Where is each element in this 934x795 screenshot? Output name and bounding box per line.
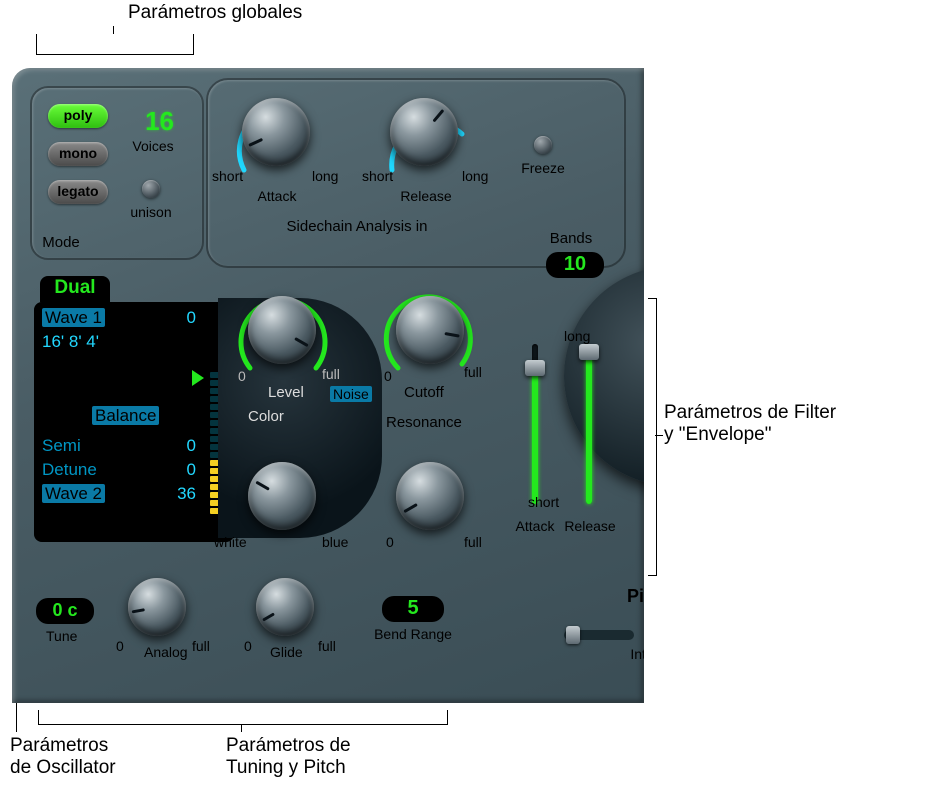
resonance-knob[interactable] — [396, 462, 464, 530]
detune-value[interactable]: 0 — [187, 460, 196, 480]
env-attack-label: Attack — [510, 518, 560, 534]
osc-mode-value[interactable]: Dual — [40, 276, 110, 302]
sidechain-title: Sidechain Analysis in — [262, 218, 452, 235]
bend-label: Bend Range — [370, 626, 456, 642]
color-min: white — [214, 534, 247, 550]
synth-panel: poly mono legato 16 Voices unison Mode s… — [12, 68, 644, 703]
level-max: full — [322, 366, 340, 382]
release-max: long — [462, 168, 488, 184]
attack-knob[interactable] — [242, 98, 310, 166]
wave1-value[interactable]: 0 — [187, 308, 196, 328]
analog-knob[interactable] — [128, 578, 186, 636]
release-slider[interactable] — [578, 344, 600, 504]
level-min: 0 — [238, 368, 246, 384]
color-knob[interactable] — [248, 462, 316, 530]
cutoff-max: full — [464, 364, 482, 380]
unison-label: unison — [124, 204, 178, 220]
mono-button[interactable]: mono — [48, 142, 108, 166]
balance-label[interactable]: Balance — [92, 406, 159, 425]
resonance-min: 0 — [386, 534, 394, 550]
bracket-tuning-stem — [241, 724, 243, 732]
voices-value[interactable]: 16 — [122, 106, 174, 137]
glide-max: full — [318, 638, 336, 654]
resonance-label: Resonance — [386, 414, 462, 431]
poly-button[interactable]: poly — [48, 104, 108, 128]
level-label: Level — [268, 384, 304, 401]
unison-button[interactable] — [142, 180, 160, 198]
detune-label[interactable]: Detune — [42, 460, 97, 479]
color-label: Color — [248, 408, 284, 425]
annotation-global: Parámetros globales — [128, 2, 302, 24]
analog-max: full — [192, 638, 210, 654]
annotation-tuning: Parámetros de Tuning y Pitch — [226, 735, 351, 779]
level-knob[interactable] — [248, 296, 316, 364]
annotation-oscillator: Parámetros de Oscillator — [10, 735, 116, 779]
footage[interactable]: 16' 8' 4' — [42, 332, 99, 351]
glide-knob[interactable] — [256, 578, 314, 636]
legato-button[interactable]: legato — [48, 180, 108, 204]
attack-max: long — [312, 168, 338, 184]
voices-label: Voices — [128, 138, 178, 154]
annotation-filter: Parámetros de Filter y "Envelope" — [664, 402, 836, 446]
pi-label: Pi — [627, 586, 644, 607]
glide-label: Glide — [270, 644, 303, 660]
cutoff-knob[interactable] — [396, 296, 464, 364]
semi-value[interactable]: 0 — [187, 436, 196, 456]
env-short-label: short — [528, 494, 559, 510]
attack-label: Attack — [248, 188, 306, 204]
wave1-label[interactable]: Wave 1 — [42, 308, 105, 327]
wave2-value[interactable]: 36 — [177, 484, 196, 504]
tune-value[interactable]: 0 c — [36, 598, 94, 624]
right-knob-edge — [564, 266, 644, 486]
release-min: short — [362, 168, 393, 184]
bracket-filter — [648, 298, 657, 576]
noise-label[interactable]: Noise — [330, 386, 372, 402]
bracket-tuning — [38, 710, 448, 725]
int-slider[interactable] — [564, 630, 634, 640]
cutoff-min: 0 — [384, 368, 392, 384]
bend-value[interactable]: 5 — [382, 596, 444, 622]
resonance-max: full — [464, 534, 482, 550]
bracket-filter-stem — [655, 435, 663, 437]
freeze-button[interactable] — [534, 136, 552, 154]
release-label: Release — [396, 188, 456, 204]
wave2-label[interactable]: Wave 2 — [42, 484, 105, 503]
int-label: Int — [630, 646, 644, 662]
env-release-label: Release — [562, 518, 618, 534]
bands-value[interactable]: 10 — [546, 252, 604, 278]
bands-label: Bands — [546, 230, 596, 247]
attack-min: short — [212, 168, 243, 184]
glide-min: 0 — [244, 638, 252, 654]
right-edge-controls: Pi Int — [574, 586, 644, 666]
oscillator-lcd[interactable]: Wave 1 0 16' 8' 4' Balance Semi 0 Detune… — [34, 302, 234, 542]
bracket-global-stem — [113, 26, 115, 34]
freeze-label: Freeze — [516, 160, 570, 176]
tune-label: Tune — [46, 628, 77, 644]
color-max: blue — [322, 534, 348, 550]
mode-label: Mode — [36, 234, 86, 251]
release-knob[interactable] — [390, 98, 458, 166]
bracket-global — [36, 34, 194, 55]
semi-label[interactable]: Semi — [42, 436, 81, 455]
env-long-label: long — [564, 328, 590, 344]
attack-slider[interactable] — [524, 344, 546, 504]
osc-pointer-icon — [192, 370, 204, 386]
cutoff-label: Cutoff — [404, 384, 444, 401]
analog-label: Analog — [144, 644, 188, 660]
analog-min: 0 — [116, 638, 124, 654]
